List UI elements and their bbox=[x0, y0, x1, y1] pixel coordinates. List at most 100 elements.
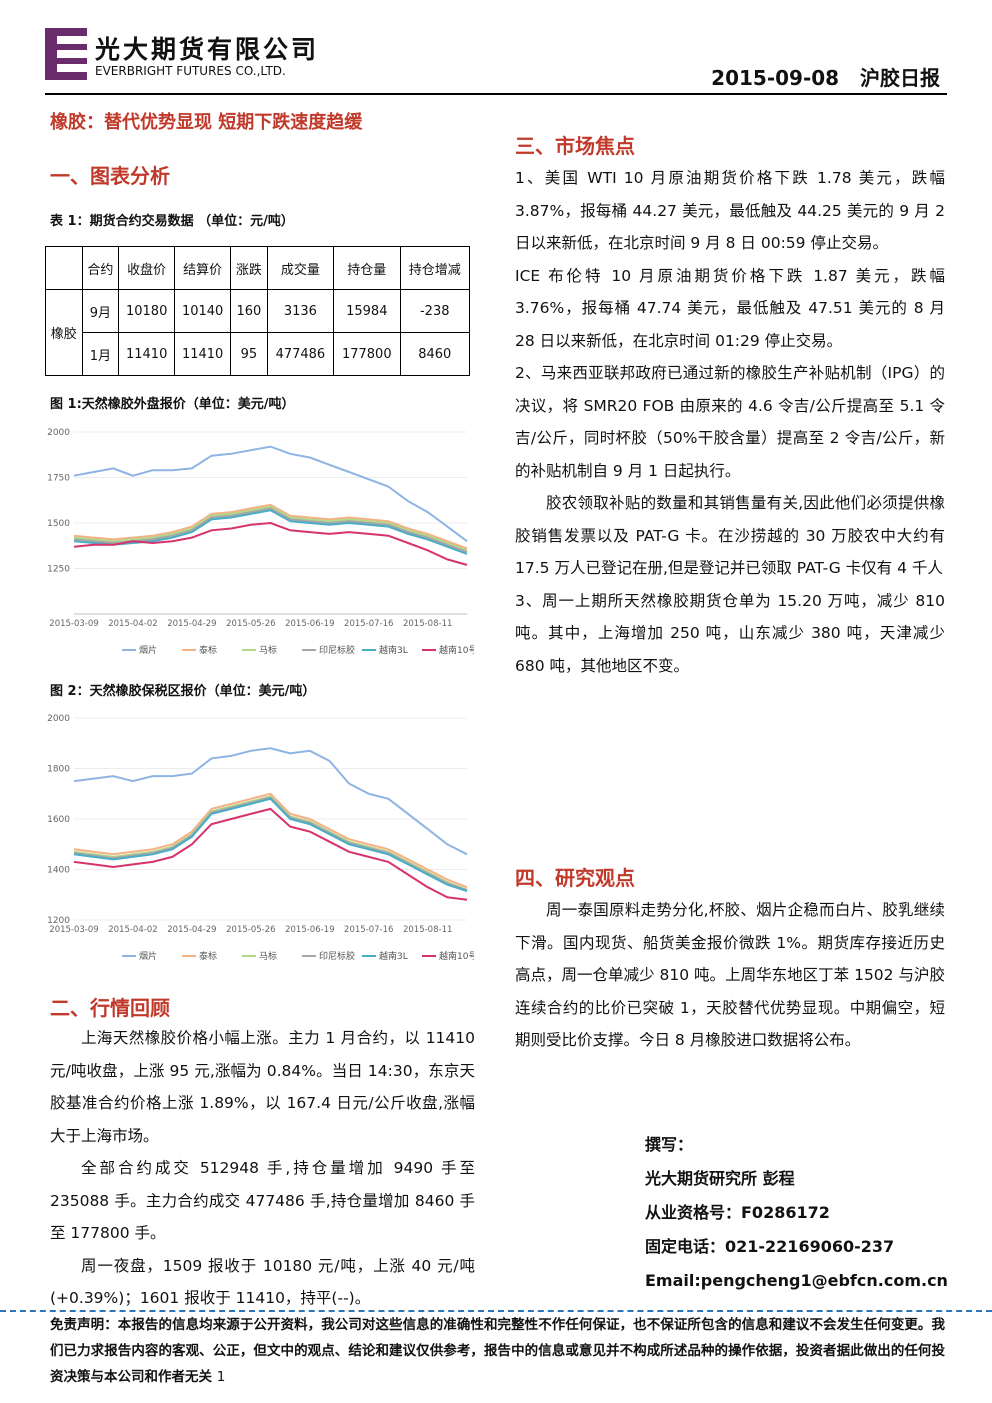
header-rule bbox=[45, 93, 947, 95]
paragraph: 周一泰国原料走势分化,杯胶、烟片企稳而白片、胶乳继续下滑。国内现货、船货美金报价… bbox=[515, 901, 945, 1049]
table-header: 持仓量 bbox=[333, 246, 401, 290]
author-line: 撰写： bbox=[645, 1135, 694, 1154]
paragraph: 1、美国 WTI 10 月原油期货价格下跌 1.78 美元，跌幅 3.87%，报… bbox=[515, 169, 945, 252]
table-cell: 177800 bbox=[333, 332, 401, 376]
page-number: 1 bbox=[216, 1369, 226, 1385]
chart: 1200 1400 1600 1800 2000 2015-03-09 2015-04-02… bbox=[47, 714, 474, 962]
table-row: 1月 11410 11410 95 477486 177800 8460 bbox=[46, 332, 470, 376]
data-table: 合约 收盘价 结算价 涨跌 成交量 持仓量 持仓增减 橡胶 9月 10180 10140 160 313… bbox=[45, 246, 470, 376]
paragraph: 3、周一上期所天然橡胶期货仓单为 15.20 万吨，减少 810 吨。其中，上海… bbox=[515, 591, 945, 675]
table-cell: 11410 bbox=[118, 332, 176, 376]
table-cell: 1月 bbox=[81, 332, 120, 376]
table-cell: 10180 bbox=[118, 289, 176, 333]
table-header: 合约 bbox=[81, 246, 120, 290]
table-header: 收盘价 bbox=[118, 246, 176, 290]
series-line bbox=[73, 796, 468, 892]
x-tick-label: 2015-07-16 bbox=[344, 925, 393, 935]
section-title: 一、图表分析 bbox=[50, 164, 170, 188]
report-header: 2015-09-08 沪胶日报 bbox=[711, 62, 940, 91]
paragraph: 2、马来西亚联邦政府已通过新的橡胶生产补贴机制（IPG）的决议，将 SMR20 … bbox=[515, 364, 945, 480]
x-tick-label: 2015-06-19 bbox=[285, 925, 334, 935]
paragraph: 上海天然橡胶价格小幅上涨。主力 1 月合约，以 11410 元/吨收盘，上涨 9… bbox=[50, 1029, 475, 1145]
report-name: 沪胶日报 bbox=[860, 66, 940, 90]
series-line bbox=[73, 507, 468, 554]
legend-label: 越南10号 bbox=[439, 644, 474, 656]
author-line: 光大期货研究所 彭程 bbox=[645, 1169, 795, 1188]
x-tick-label: 2015-04-02 bbox=[108, 619, 157, 629]
legend-label: 印尼标胶 bbox=[319, 950, 355, 962]
y-tick-label: 1600 bbox=[47, 815, 70, 825]
company-en: EVERBRIGHT FUTURES CO.,LTD. bbox=[95, 64, 286, 78]
x-tick-label: 2015-03-09 bbox=[49, 925, 98, 935]
series-line bbox=[73, 795, 468, 891]
legend-label: 越南3L bbox=[379, 950, 408, 962]
paragraph: 全部合约成交 512948 手,持仓量增加 9490 手至 235088 手。主… bbox=[50, 1159, 475, 1242]
x-tick-label: 2015-04-02 bbox=[108, 925, 157, 935]
table-cell: -238 bbox=[399, 289, 470, 333]
legend-label: 烟片 bbox=[139, 644, 157, 656]
chart-title: 图 1:天然橡胶外盘报价（单位：美元/吨） bbox=[50, 397, 295, 412]
x-tick-label: 2015-07-16 bbox=[344, 619, 393, 629]
x-tick-label: 2015-05-26 bbox=[226, 619, 275, 629]
author-line: Email:pengcheng1@ebfcn.com.cn bbox=[645, 1271, 948, 1290]
focus: 1、美国 WTI 10 月原油期货价格下跌 1.78 美元，跌幅 3.87%，报… bbox=[515, 162, 945, 682]
legend-label: 泰标 bbox=[199, 950, 217, 962]
table-cell: 3136 bbox=[266, 289, 335, 333]
legend-label: 烟片 bbox=[139, 950, 157, 962]
table-row: 橡胶 9月 10180 10140 160 3136 15984 -238 bbox=[45, 289, 470, 376]
y-tick-label: 1750 bbox=[47, 474, 70, 484]
series-line bbox=[73, 505, 468, 552]
y-tick-label: 1800 bbox=[47, 765, 70, 775]
disclaimer: 免责声明：本报告的信息均来源于公开资料，我公司对这些信息的准确性和完整性不作任何… bbox=[50, 1312, 945, 1390]
x-tick-label: 2015-04-29 bbox=[167, 619, 216, 629]
table-header: 成交量 bbox=[266, 246, 335, 290]
y-tick-label: 2000 bbox=[47, 428, 70, 438]
footer-rule bbox=[0, 1310, 992, 1312]
author-line: 固定电话：021-22169060-237 bbox=[645, 1237, 895, 1256]
table-cell: 95 bbox=[230, 332, 268, 376]
series-line bbox=[73, 807, 468, 901]
table-row: 合约 收盘价 结算价 涨跌 成交量 持仓量 持仓增减 bbox=[45, 246, 470, 290]
logo bbox=[45, 28, 87, 80]
chart: 1250 1500 1750 2000 2015-03-09 2015-04-02 2015… bbox=[47, 428, 474, 656]
y-tick-label: 1500 bbox=[47, 519, 70, 529]
paragraph: 周一夜盘，1509 报收于 10180 元/吨，上涨 40 元/吨(+0.39%… bbox=[50, 1256, 475, 1308]
table-header: 持仓增减 bbox=[399, 246, 470, 290]
table-caption: 表 1：期货合约交易数据 （单位：元/吨） bbox=[50, 214, 294, 229]
x-tick-label: 2015-08-11 bbox=[403, 925, 452, 935]
author-line: 从业资格号：F0286172 bbox=[645, 1203, 830, 1222]
x-tick-label: 2015-08-11 bbox=[403, 619, 452, 629]
table-cell: 15984 bbox=[333, 289, 401, 333]
series-line bbox=[73, 797, 468, 892]
legend-label: 印尼标胶 bbox=[319, 644, 355, 656]
headline: 橡胶：替代优势显现 短期下跌速度趋缓 bbox=[50, 112, 363, 133]
table-cell: 11410 bbox=[174, 332, 232, 376]
company: 光大期货有限公司 bbox=[95, 35, 320, 64]
paragraph: ICE 布伦特 10 月原油期货价格下跌 1.87 美元，跌幅 3.76%，报每… bbox=[515, 266, 945, 350]
y-tick-label: 1200 bbox=[47, 916, 70, 926]
review: 上海天然橡胶价格小幅上涨。主力 1 月合约，以 11410 元/吨收盘，上涨 9… bbox=[50, 1022, 475, 1315]
y-tick-label: 1250 bbox=[47, 565, 70, 575]
x-tick-label: 2015-06-19 bbox=[285, 619, 334, 629]
table-cell bbox=[45, 246, 83, 290]
table-header: 涨跌 bbox=[230, 246, 268, 290]
y-tick-label: 2000 bbox=[47, 714, 70, 724]
date: 2015-09-08 bbox=[711, 66, 840, 90]
legend-label: 马标 bbox=[259, 644, 277, 656]
legend-label: 泰标 bbox=[199, 644, 217, 656]
series-line bbox=[73, 445, 468, 543]
table-cell: 10140 bbox=[174, 289, 232, 333]
legend-label: 越南10号 bbox=[439, 950, 474, 962]
table-header: 结算价 bbox=[174, 246, 232, 290]
x-tick-label: 2015-04-29 bbox=[167, 925, 216, 935]
table-cell: 477486 bbox=[266, 332, 335, 376]
section-title: 三、市场焦点 bbox=[515, 134, 635, 158]
x-tick-label: 2015-05-26 bbox=[226, 925, 275, 935]
series-line bbox=[73, 747, 468, 856]
table-group: 橡胶 bbox=[45, 289, 83, 376]
table-cell: 160 bbox=[230, 289, 268, 333]
chart-title: 图 2：天然橡胶保税区报价（单位：美元/吨） bbox=[50, 684, 316, 699]
y-tick-label: 1400 bbox=[47, 866, 70, 876]
legend-label: 越南3L bbox=[379, 644, 408, 656]
